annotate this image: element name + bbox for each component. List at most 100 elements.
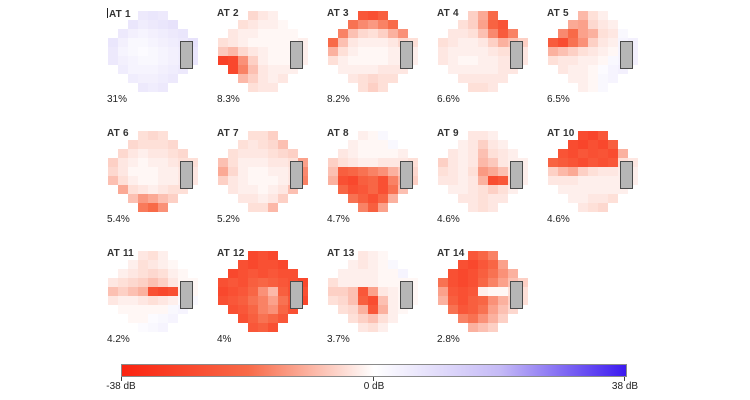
heatmap-cell — [608, 185, 618, 194]
heatmap-tile-at-12: AT 12 4% — [213, 245, 313, 357]
heatmap-cell — [238, 194, 248, 203]
text-cursor-artifact — [107, 8, 108, 18]
heatmap-cell — [468, 38, 478, 47]
heatmap-cell — [168, 278, 178, 287]
tile-percentage: 4% — [217, 334, 232, 345]
heatmap-cell — [278, 278, 288, 287]
heatmap-cell — [118, 38, 128, 47]
heatmap-cell — [568, 158, 578, 167]
gray-rectangle-marker — [510, 41, 523, 69]
heatmap-cell — [518, 56, 528, 65]
heatmap-cell — [468, 167, 478, 176]
heatmap-cell — [138, 203, 148, 212]
tile-percentage: 5.4% — [107, 214, 130, 225]
heatmap-cell — [348, 29, 358, 38]
heatmap-cell — [478, 131, 488, 140]
heatmap-cell — [458, 20, 468, 29]
heatmap-cell — [598, 29, 608, 38]
heatmap-cell — [378, 74, 388, 83]
heatmap-cell — [238, 167, 248, 176]
heatmap-cell — [118, 149, 128, 158]
heatmap-cell — [378, 140, 388, 149]
heatmap-cell — [138, 251, 148, 260]
heatmap-cell — [158, 29, 168, 38]
heatmap-cell — [388, 65, 398, 74]
heatmap-cell — [348, 260, 358, 269]
tile-percentage: 4.7% — [327, 214, 350, 225]
heatmap-cell — [248, 323, 258, 332]
heatmap-cell — [508, 29, 518, 38]
heatmap-cell — [488, 47, 498, 56]
heatmap-cell — [138, 176, 148, 185]
heatmap-cell — [248, 74, 258, 83]
heatmap-cell — [108, 56, 118, 65]
heatmap-cell — [358, 158, 368, 167]
heatmap-cell — [148, 176, 158, 185]
heatmap-cell — [228, 47, 238, 56]
heatmap-cell — [298, 38, 308, 47]
heatmap-cell — [378, 38, 388, 47]
heatmap-cell — [248, 11, 258, 20]
heatmap-cell — [298, 56, 308, 65]
heatmap-cell — [268, 149, 278, 158]
heatmap-cell — [298, 278, 308, 287]
heatmap-cell — [218, 167, 228, 176]
heatmap-cell — [258, 251, 268, 260]
heatmap-cell — [148, 83, 158, 92]
heatmap-cell — [358, 56, 368, 65]
heatmap-cell — [378, 287, 388, 296]
heatmap-cell — [478, 140, 488, 149]
heatmap-cell — [378, 194, 388, 203]
heatmap-cell — [588, 65, 598, 74]
heatmap-cell — [128, 65, 138, 74]
heatmap-cell — [468, 260, 478, 269]
heatmap-cell — [368, 314, 378, 323]
heatmap-cell — [148, 314, 158, 323]
heatmap-cell — [468, 83, 478, 92]
heatmap-cell — [118, 269, 128, 278]
heatmap-cell — [348, 176, 358, 185]
heatmap-cell — [468, 65, 478, 74]
heatmap-cell — [588, 56, 598, 65]
heatmap-cell — [458, 185, 468, 194]
heatmap-cell — [148, 203, 158, 212]
heatmap-cell — [168, 65, 178, 74]
heatmap-grid — [108, 131, 198, 212]
heatmap-cell — [178, 149, 188, 158]
heatmap-cell — [168, 158, 178, 167]
heatmap-cell — [358, 203, 368, 212]
heatmap-cell — [608, 47, 618, 56]
heatmap-cell — [558, 158, 568, 167]
heatmap-cell — [568, 149, 578, 158]
heatmap-grid — [548, 131, 638, 212]
heatmap-cell — [598, 56, 608, 65]
heatmap-cell — [378, 203, 388, 212]
heatmap-cell — [268, 185, 278, 194]
heatmap-cell — [478, 203, 488, 212]
tile-percentage: 5.2% — [217, 214, 240, 225]
heatmap-cell — [368, 296, 378, 305]
heatmap-cell — [498, 296, 508, 305]
heatmap-cell — [238, 296, 248, 305]
heatmap-cell — [578, 131, 588, 140]
heatmap-cell — [388, 185, 398, 194]
heatmap-cell — [468, 203, 478, 212]
heatmap-cell — [588, 74, 598, 83]
tile-percentage: 8.2% — [327, 94, 350, 105]
gray-rectangle-marker — [510, 281, 523, 309]
heatmap-cell — [188, 287, 198, 296]
heatmap-cell — [268, 323, 278, 332]
heatmap-cell — [578, 11, 588, 20]
heatmap-cell — [568, 176, 578, 185]
heatmap-cell — [388, 269, 398, 278]
heatmap-cell — [238, 287, 248, 296]
heatmap-cell — [578, 83, 588, 92]
heatmap-cell — [588, 140, 598, 149]
heatmap-cell — [218, 158, 228, 167]
heatmap-cell — [468, 56, 478, 65]
heatmap-cell — [388, 29, 398, 38]
heatmap-cell — [268, 140, 278, 149]
heatmap-cell — [278, 176, 288, 185]
heatmap-cell — [578, 56, 588, 65]
heatmap-cell — [338, 296, 348, 305]
